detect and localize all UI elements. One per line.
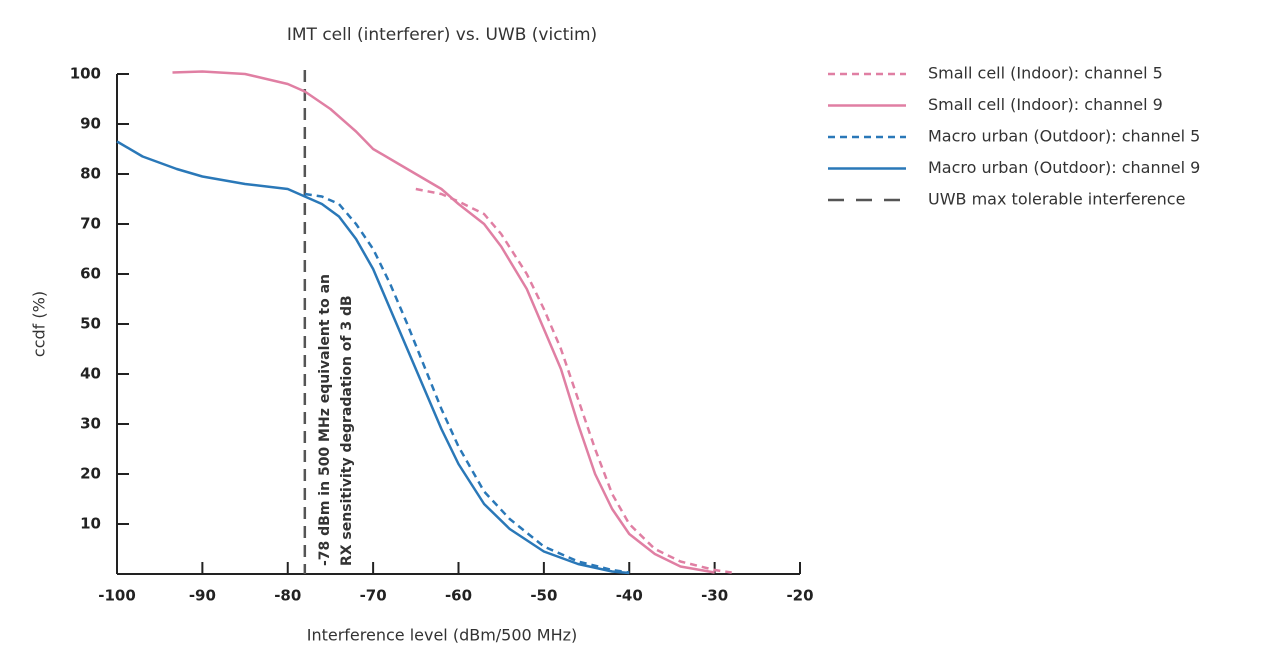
- y-tick-label: 90: [80, 115, 101, 133]
- y-tick-label: 100: [70, 65, 101, 83]
- x-tick-label: -90: [189, 587, 216, 605]
- y-tick-label: 40: [80, 365, 101, 383]
- y-tick-label: 30: [80, 415, 101, 433]
- x-tick-label: -30: [701, 587, 728, 605]
- y-tick-label: 70: [80, 215, 101, 233]
- legend-label: Small cell (Indoor): channel 5: [928, 64, 1163, 83]
- annotation: -78 dBm in 500 MHz equivalent to an: [317, 274, 333, 566]
- series-line: [415, 187, 732, 574]
- x-axis-label: Interference level (dBm/500 MHz): [307, 626, 578, 645]
- x-tick-label: -100: [98, 587, 136, 605]
- series-line: [116, 140, 630, 575]
- x-tick-label: -40: [616, 587, 643, 605]
- chart-title: IMT cell (interferer) vs. UWB (victim): [287, 25, 597, 45]
- x-tick-label: -50: [530, 587, 557, 605]
- x-tick-label: -80: [274, 587, 301, 605]
- series-line: [172, 70, 715, 574]
- y-tick-label: 50: [80, 315, 101, 333]
- legend-label: Macro urban (Outdoor): channel 9: [928, 158, 1200, 177]
- x-tick-label: -60: [445, 587, 472, 605]
- y-tick-label: 20: [80, 465, 101, 483]
- legend-label: UWB max tolerable interference: [928, 190, 1185, 209]
- legend-label: Macro urban (Outdoor): channel 5: [928, 127, 1200, 146]
- y-tick-label: 60: [80, 265, 101, 283]
- x-tick-label: -20: [786, 587, 813, 605]
- y-tick-label: 10: [80, 515, 101, 533]
- y-axis-label: ccdf (%): [30, 291, 49, 357]
- x-tick-label: -70: [360, 587, 387, 605]
- legend-label: Small cell (Indoor): channel 9: [928, 95, 1163, 114]
- annotation: RX sensitivity degradation of 3 dB: [339, 295, 355, 566]
- series-line: [304, 192, 630, 574]
- y-tick-label: 80: [80, 165, 101, 183]
